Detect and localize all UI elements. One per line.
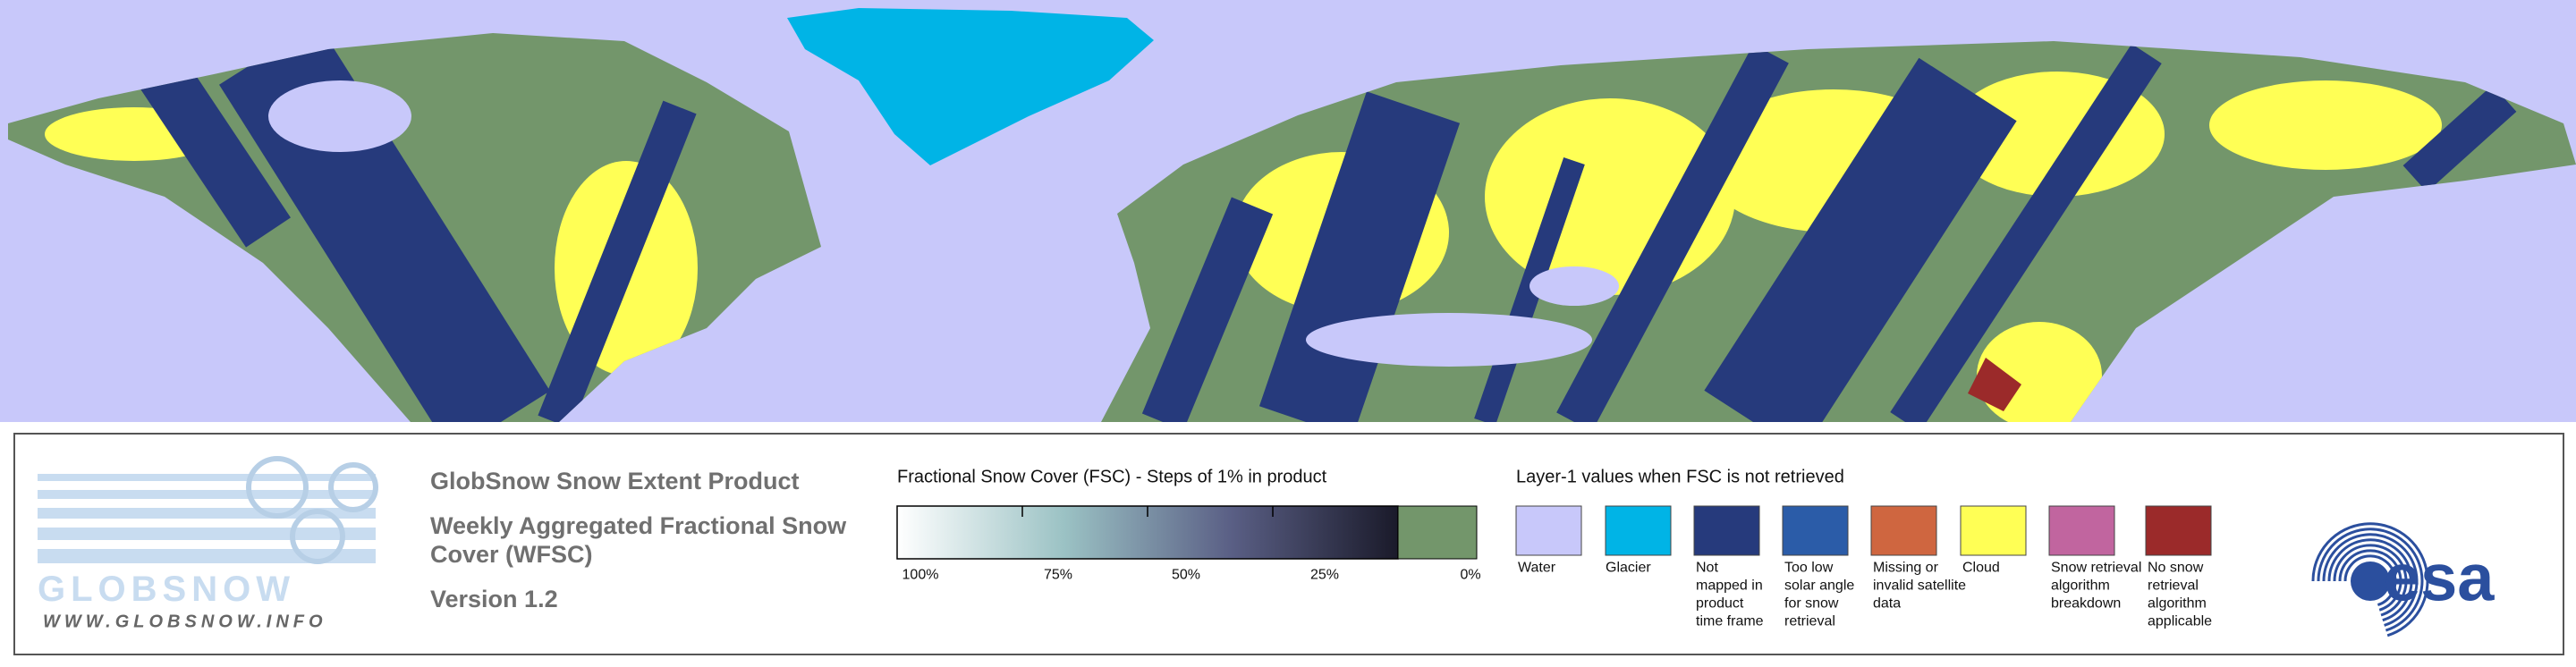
legend-label: data xyxy=(1873,595,1901,611)
esa-ring xyxy=(2327,538,2413,622)
esa-text: esa xyxy=(2384,541,2495,615)
legend-swatch xyxy=(2048,505,2115,556)
esa-ring xyxy=(2333,544,2408,617)
esa-logo: esa xyxy=(2311,522,2495,637)
map xyxy=(0,0,2576,422)
legend-label: for snow xyxy=(1784,595,1839,611)
logo-url: WWW.GLOBSNOW.INFO xyxy=(43,612,327,632)
fsc-tick-label: 75% xyxy=(1044,567,1072,582)
legend-swatch xyxy=(1515,505,1582,556)
legend-label: No snow xyxy=(2148,560,2204,575)
legend-label: solar angle xyxy=(1784,578,1854,593)
legend-swatch xyxy=(2145,505,2212,556)
legend-label: Cloud xyxy=(1962,560,2000,575)
product-subtitle: Cover (WFSC) xyxy=(430,541,593,568)
esa-ring xyxy=(2322,533,2419,627)
legend-label: Missing or xyxy=(1873,560,1939,575)
legend-swatch xyxy=(1693,505,1760,556)
legend-label: product xyxy=(1696,595,1744,611)
fsc-tick-label: 50% xyxy=(1172,567,1200,582)
product-subtitle: Weekly Aggregated Fractional Snow xyxy=(430,512,847,539)
legend-label: Snow retrieval xyxy=(2051,560,2141,575)
legend-label: time frame xyxy=(1696,613,1764,629)
legend-swatch xyxy=(1870,505,1937,556)
legend-label: retrieval xyxy=(2148,578,2199,593)
logo-name: GLOBSNOW xyxy=(38,570,295,609)
greenland xyxy=(787,8,1154,165)
fsc-zero-box xyxy=(1397,505,1478,560)
product-title: GlobSnow Snow Extent Product xyxy=(430,468,800,494)
legend-label: breakdown xyxy=(2051,595,2121,611)
legend-label: invalid satellite xyxy=(1873,578,1966,593)
legend-label: retrieval xyxy=(1784,613,1835,629)
product-version: Version 1.2 xyxy=(430,586,558,612)
legend-label: Not xyxy=(1696,560,1718,575)
layer1-title: Layer-1 values when FSC is not retrieved xyxy=(1516,468,1844,487)
legend-label: Glacier xyxy=(1606,560,1651,575)
legend-swatch xyxy=(1782,505,1849,556)
legend-label: algorithm xyxy=(2051,578,2110,593)
legend-swatch xyxy=(1605,505,1672,556)
esa-ring xyxy=(2317,528,2424,632)
legend-label: Too low xyxy=(1784,560,1834,575)
fsc-title: Fractional Snow Cover (FSC) - Steps of 1… xyxy=(897,468,1327,487)
esa-ring xyxy=(2343,554,2397,607)
globsnow-logo: GLOBSNOW WWW.GLOBSNOW.INFO xyxy=(38,456,378,632)
legend-label: Water xyxy=(1518,560,1556,575)
fsc-tick-label: 25% xyxy=(1310,567,1339,582)
legend-swatch xyxy=(1960,505,2027,556)
legend-label: applicable xyxy=(2148,613,2212,629)
fsc-tick-label: 0% xyxy=(1460,567,1480,582)
fsc-tick-label: 100% xyxy=(902,567,939,582)
legend-label: mapped in xyxy=(1696,578,1763,593)
esa-ring xyxy=(2338,549,2402,612)
esa-ring xyxy=(2311,522,2429,637)
legend-label: algorithm xyxy=(2148,595,2207,611)
